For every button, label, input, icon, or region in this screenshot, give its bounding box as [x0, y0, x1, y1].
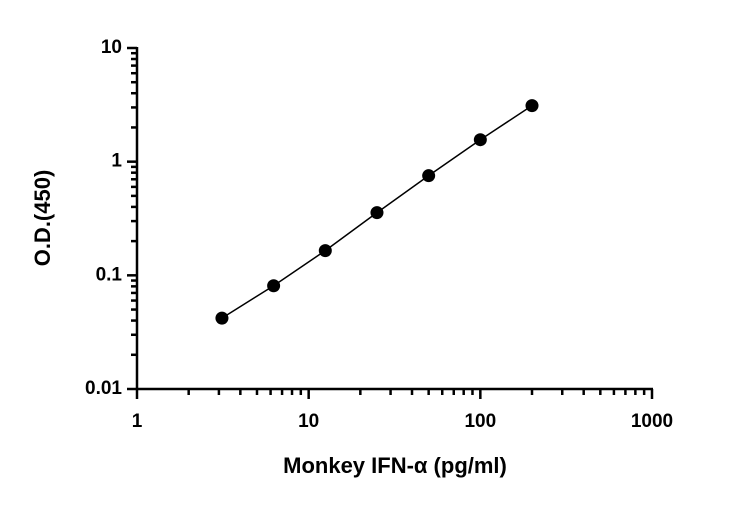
data-point — [422, 169, 436, 183]
x-tick-label: 1 — [132, 411, 143, 432]
x-tick-label: 100 — [464, 411, 496, 432]
data-point — [525, 99, 539, 113]
data-point — [215, 311, 229, 325]
y-axis-label: O.D.(450) — [30, 170, 55, 267]
x-axis-label: Monkey IFN-α (pg/ml) — [283, 453, 507, 478]
y-tick-label: 1 — [111, 151, 122, 172]
x-tick-label: 1000 — [631, 411, 673, 432]
y-tick-label: 0.01 — [85, 378, 122, 399]
y-tick-label: 0.1 — [96, 264, 123, 285]
x-tick-label: 10 — [298, 411, 319, 432]
data-point — [267, 279, 281, 293]
data-point — [473, 133, 487, 147]
y-tick-label: 10 — [101, 37, 122, 58]
data-point — [370, 206, 384, 220]
data-point — [318, 244, 332, 258]
